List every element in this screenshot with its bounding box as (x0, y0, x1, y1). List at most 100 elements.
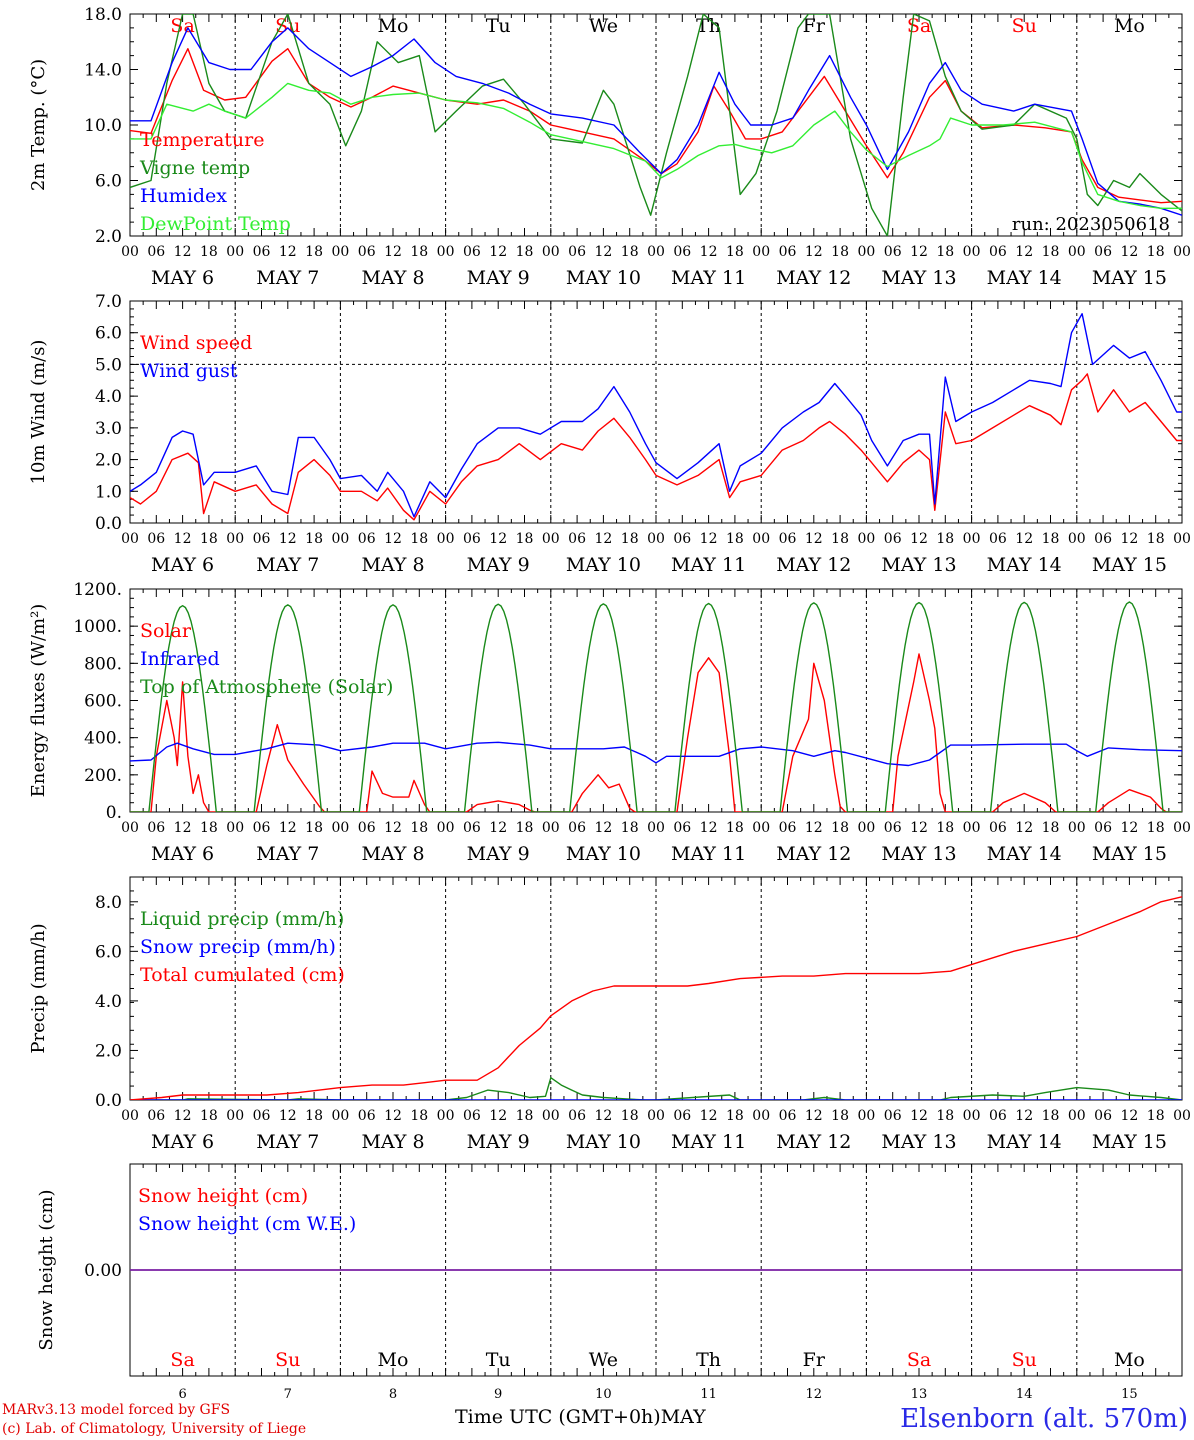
hour-tick-label: 00 (121, 1108, 139, 1124)
date-label: MAY 14 (987, 843, 1062, 865)
date-label: MAY 10 (566, 1131, 641, 1153)
hour-tick-label: 00 (437, 244, 455, 260)
hour-tick-label: 00 (1173, 1108, 1191, 1124)
day-number-label: 12 (806, 1387, 823, 1402)
hour-tick-label: 12 (1015, 531, 1033, 547)
legend-entry: Solar (140, 620, 192, 642)
y-tick-label: 2.0 (95, 227, 122, 247)
hour-tick-label: 00 (647, 1108, 665, 1124)
date-label: MAY 9 (467, 843, 530, 865)
day-name-label: Sa (170, 15, 194, 37)
hour-tick-label: 00 (857, 531, 875, 547)
hour-tick-label: 06 (253, 244, 271, 260)
hour-tick-label: 12 (174, 820, 192, 836)
hour-tick-label: 12 (384, 531, 402, 547)
hour-tick-label: 12 (279, 531, 297, 547)
hour-tick-label: 18 (516, 1108, 534, 1124)
hour-tick-label: 06 (147, 1108, 165, 1124)
x-axis-month: MAY (660, 1406, 706, 1428)
panel-5: 0.00 Snow height (cm) Snow height (cm) Snow… (36, 1163, 1183, 1402)
hour-tick-label: 12 (174, 1108, 192, 1124)
series-group (130, 313, 1182, 521)
day-name-label: Fr (803, 1349, 826, 1371)
hour-tick-label: 00 (857, 1108, 875, 1124)
hour-tick-label: 06 (253, 531, 271, 547)
y-tick-label: 14.0 (84, 61, 122, 81)
y-axis-label: Precip (mm/h) (28, 923, 49, 1053)
legend-entry: Wind speed (140, 332, 252, 354)
date-label: MAY 15 (1092, 554, 1167, 576)
hour-tick-label: 18 (831, 820, 849, 836)
series-line-top-of-atmosphere-solar- (130, 601, 1182, 812)
hour-tick-label: 18 (305, 820, 323, 836)
hour-tick-label: 00 (542, 531, 560, 547)
panel-4: 0.0 2.0 4.0 6.0 8.0 Precip (mm/h) Liquid preci… (28, 876, 1191, 1153)
hour-tick-label: 12 (700, 1108, 718, 1124)
hour-tick-label: 18 (936, 244, 954, 260)
date-label: MAY 13 (881, 267, 956, 289)
series-line-vigne-temp (130, 14, 1182, 236)
legend-entry: Wind gust (140, 360, 238, 382)
hour-tick-label: 00 (752, 820, 770, 836)
day-name-label: We (589, 15, 618, 37)
hour-tick-label: 06 (989, 820, 1007, 836)
y-tick-label: 0.0 (95, 514, 122, 534)
series-line-humidex (130, 27, 1182, 216)
hour-tick-label: 06 (358, 820, 376, 836)
hour-tick-label: 06 (884, 820, 902, 836)
legend-entry: Vigne temp (139, 157, 250, 179)
date-label: MAY 7 (256, 267, 319, 289)
day-name-label: Mo (1114, 1349, 1145, 1371)
day-name-label: Sa (170, 1349, 194, 1371)
hour-tick-label: 18 (305, 531, 323, 547)
hour-tick-label: 18 (831, 1108, 849, 1124)
hour-tick-label: 12 (1015, 1108, 1033, 1124)
hour-tick-label: 06 (884, 1108, 902, 1124)
hour-tick-label: 00 (647, 820, 665, 836)
y-tick-label: 400. (84, 729, 122, 749)
hour-tick-label: 00 (542, 1108, 560, 1124)
hour-tick-label: 06 (884, 531, 902, 547)
date-label: MAY 12 (776, 554, 851, 576)
hour-tick-label: 00 (121, 244, 139, 260)
hour-tick-label: 00 (1068, 531, 1086, 547)
hour-tick-label: 00 (963, 531, 981, 547)
legend-entry: Snow height (cm) (138, 1185, 308, 1207)
hour-tick-label: 18 (200, 1108, 218, 1124)
plot-frame (129, 588, 1183, 813)
hour-tick-label: 00 (226, 1108, 244, 1124)
y-tick-label: 10.0 (84, 116, 122, 136)
hour-tick-label: 18 (305, 1108, 323, 1124)
hour-tick-label: 00 (331, 244, 349, 260)
legend-entry: Liquid precip (mm/h) (140, 908, 344, 930)
day-name-label: Su (1012, 1349, 1037, 1371)
hour-tick-label: 12 (805, 531, 823, 547)
hour-tick-label: 00 (1173, 820, 1191, 836)
hour-tick-label: 18 (1147, 244, 1165, 260)
hour-tick-label: 06 (463, 820, 481, 836)
day-number-label: 13 (911, 1387, 928, 1402)
legend-entry: Top of Atmosphere (Solar) (140, 676, 393, 698)
hour-tick-label: 12 (910, 244, 928, 260)
day-number-label: 8 (389, 1387, 397, 1402)
day-number-label: 7 (284, 1387, 292, 1402)
hour-tick-label: 00 (752, 244, 770, 260)
legend-entry: Infrared (140, 648, 220, 670)
hour-tick-label: 00 (963, 1108, 981, 1124)
hour-tick-label: 00 (226, 244, 244, 260)
hour-tick-label: 06 (253, 1108, 271, 1124)
hour-tick-label: 18 (936, 820, 954, 836)
hour-tick-label: 06 (779, 531, 797, 547)
hour-tick-label: 06 (1094, 820, 1112, 836)
hour-tick-label: 18 (726, 1108, 744, 1124)
legend-entry: Snow precip (mm/h) (140, 936, 336, 958)
hour-tick-label: 12 (805, 244, 823, 260)
hour-tick-label: 00 (437, 531, 455, 547)
hour-tick-label: 06 (989, 1108, 1007, 1124)
hour-tick-label: 12 (594, 820, 612, 836)
date-label: MAY 15 (1092, 843, 1167, 865)
series-group (130, 896, 1182, 1100)
x-axis-title-text: Time UTC (GMT+0h) (455, 1406, 661, 1428)
hour-tick-label: 00 (437, 1108, 455, 1124)
y-tick-label: 3.0 (95, 419, 122, 439)
